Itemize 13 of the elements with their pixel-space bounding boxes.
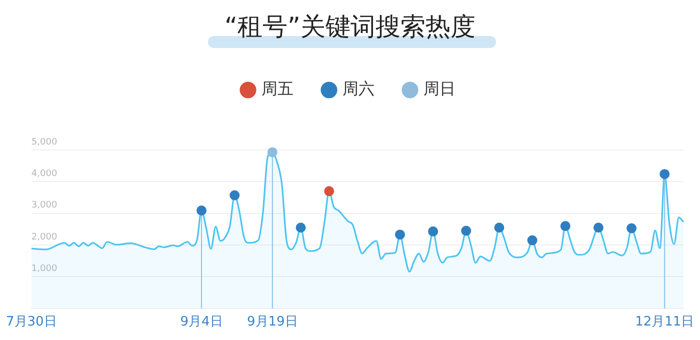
y-tick-label: 4,000 — [31, 169, 58, 180]
chart-title: “租号”关键词搜索热度 — [224, 12, 476, 41]
x-tick-label: 9月4日 — [180, 314, 223, 330]
x-tick-label: 9月19日 — [246, 314, 298, 330]
x-tick-label: 7月30日 — [6, 314, 57, 330]
legend-label: 周六 — [342, 79, 374, 98]
y-tick-label: 5,000 — [31, 137, 58, 148]
legend-label: 周日 — [424, 79, 456, 98]
y-tick-label: 1,000 — [31, 264, 58, 274]
y-tick-label: 3,000 — [31, 200, 58, 211]
y-tick-label: 2,000 — [31, 232, 58, 242]
legend-label: 周五 — [262, 79, 294, 98]
x-tick-label: 12月11日 — [635, 314, 694, 330]
